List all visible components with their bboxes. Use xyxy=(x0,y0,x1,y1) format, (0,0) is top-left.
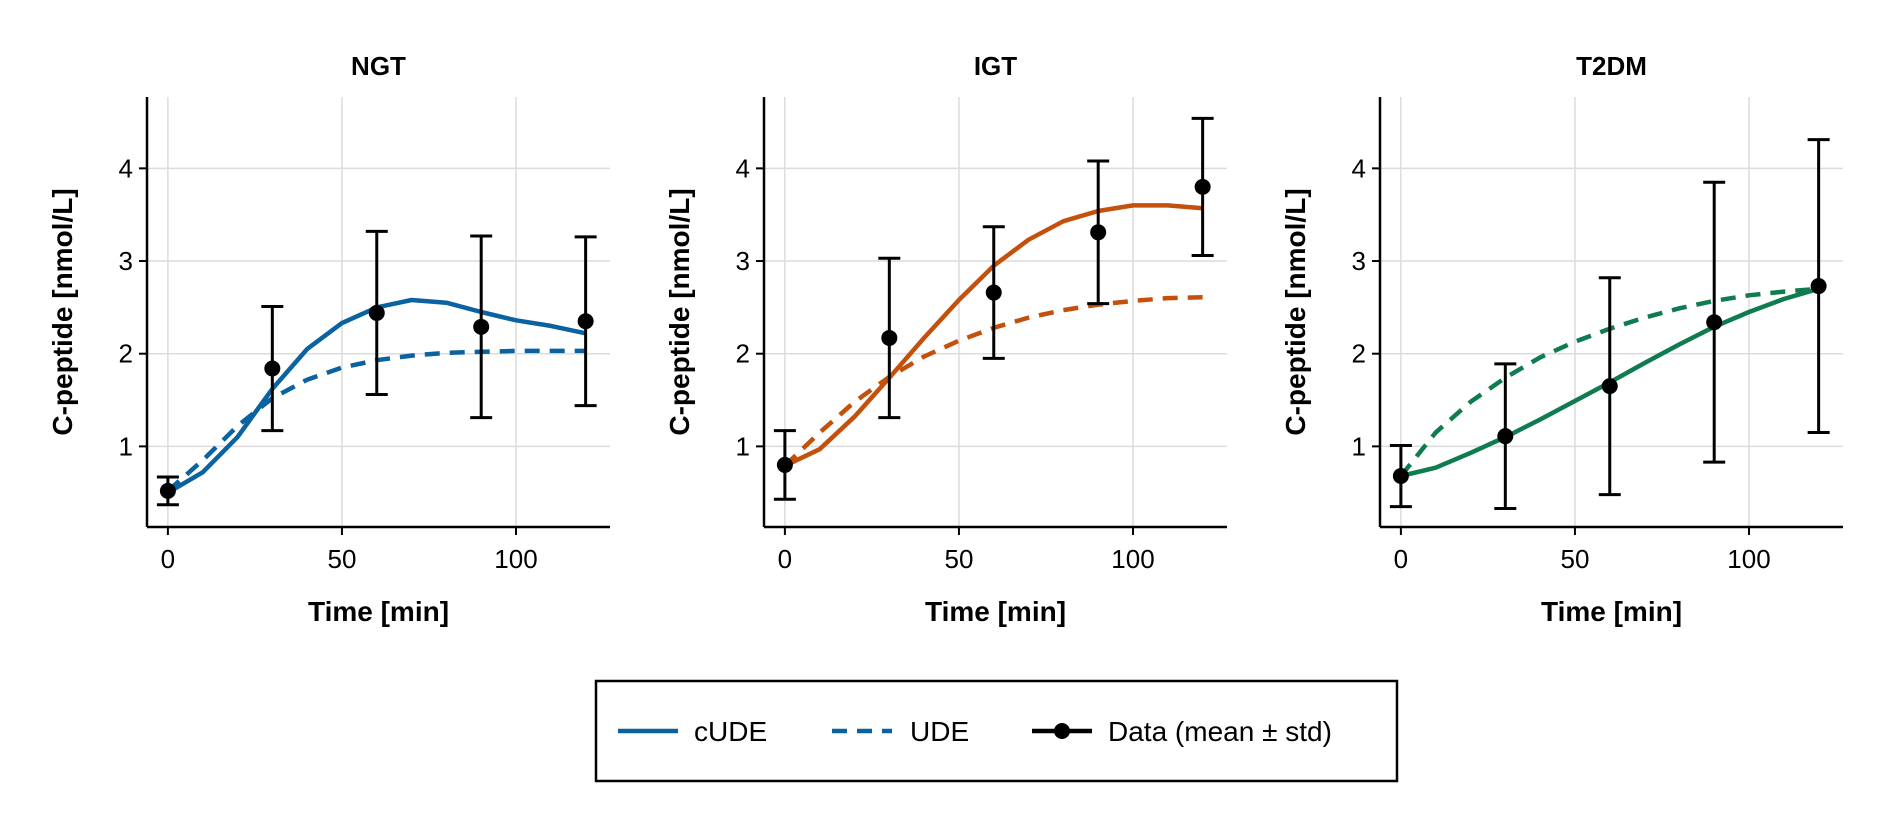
data-point xyxy=(473,318,490,335)
data-point xyxy=(264,360,281,377)
x-axis-label: Time [min] xyxy=(925,596,1066,627)
panel-title: NGT xyxy=(351,51,406,81)
x-tick-label: 100 xyxy=(1727,544,1770,574)
y-tick-label: 1 xyxy=(119,431,133,461)
data-point xyxy=(1497,428,1514,445)
data-point xyxy=(577,313,594,330)
y-axis-label: C-peptide [nmol/L] xyxy=(1280,188,1311,435)
panel-ngt: 0 50 100 1 2 3 4 NGT Time [min] C-peptide [nmol/L… xyxy=(47,51,610,627)
data-point xyxy=(1194,178,1211,195)
y-axis-label: C-peptide [nmol/L] xyxy=(664,188,695,435)
y-tick-label: 2 xyxy=(1352,339,1366,369)
y-tick-label: 3 xyxy=(1352,246,1366,276)
data-point xyxy=(1706,314,1723,331)
data-point xyxy=(1090,224,1107,241)
x-tick-label: 0 xyxy=(778,544,792,574)
data-point xyxy=(368,304,385,321)
legend-box xyxy=(594,679,1399,783)
legend-item: Data (mean ± std) xyxy=(1032,716,1332,747)
data-point xyxy=(1392,468,1409,485)
y-tick-label: 3 xyxy=(736,246,750,276)
x-tick-label: 50 xyxy=(944,544,973,574)
y-tick-label: 2 xyxy=(736,339,750,369)
data-point xyxy=(881,329,898,346)
data-point xyxy=(1810,278,1827,295)
x-axis-label: Time [min] xyxy=(1541,596,1682,627)
data-point xyxy=(1601,378,1618,395)
y-tick-label: 2 xyxy=(119,339,133,369)
panel-t2dm: 0 50 100 1 2 3 4 T2DM Time [min] C-peptide [nmol/… xyxy=(1280,51,1843,627)
y-tick-label: 4 xyxy=(119,153,133,183)
y-tick-label: 1 xyxy=(1352,431,1366,461)
x-tick-label: 50 xyxy=(327,544,356,574)
legend-marker xyxy=(1054,723,1070,739)
legend-item: cUDE xyxy=(618,716,767,747)
data-point xyxy=(159,482,176,499)
x-tick-label: 100 xyxy=(1111,544,1154,574)
x-tick-label: 100 xyxy=(494,544,537,574)
y-tick-label: 4 xyxy=(736,153,750,183)
data-point xyxy=(985,284,1002,301)
legend-label: UDE xyxy=(910,716,969,747)
legend-label: cUDE xyxy=(694,716,767,747)
y-tick-label: 3 xyxy=(119,246,133,276)
data-point xyxy=(776,456,793,473)
x-axis-label: Time [min] xyxy=(308,596,449,627)
legend: cUDE UDE Data (mean ± std) xyxy=(594,679,1399,783)
x-tick-label: 0 xyxy=(161,544,175,574)
x-tick-label: 0 xyxy=(1394,544,1408,574)
y-axis-label: C-peptide [nmol/L] xyxy=(47,188,78,435)
y-tick-label: 4 xyxy=(1352,153,1366,183)
legend-label: Data (mean ± std) xyxy=(1108,716,1332,747)
x-tick-label: 50 xyxy=(1560,544,1589,574)
panel-title: T2DM xyxy=(1576,51,1647,81)
panel-title: IGT xyxy=(974,51,1017,81)
panel-igt: 0 50 100 1 2 3 4 IGT Time [min] C-peptide [nmol/L… xyxy=(664,51,1227,627)
y-tick-label: 1 xyxy=(736,431,750,461)
legend-item: UDE xyxy=(832,716,969,747)
